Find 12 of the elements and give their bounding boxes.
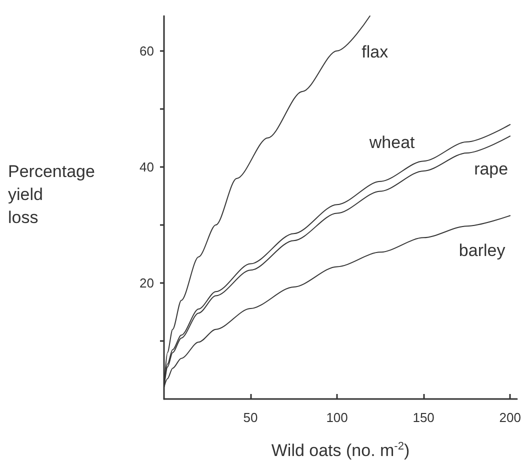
x-tick-label: 200	[499, 410, 521, 425]
series-label: flax	[362, 42, 389, 62]
x-tick-label: 100	[326, 410, 348, 425]
y-tick-label: 40	[140, 159, 154, 174]
series-label: wheat	[368, 133, 416, 152]
x-tick-label: 150	[412, 410, 434, 425]
y-axis-title: Percentage yield loss	[8, 162, 95, 227]
y-tick-label: 20	[140, 275, 154, 290]
series-label: rape	[474, 160, 508, 179]
y-tick-label: 60	[140, 43, 154, 58]
series-label: barley	[458, 241, 506, 260]
x-tick-label: 50	[243, 410, 258, 425]
